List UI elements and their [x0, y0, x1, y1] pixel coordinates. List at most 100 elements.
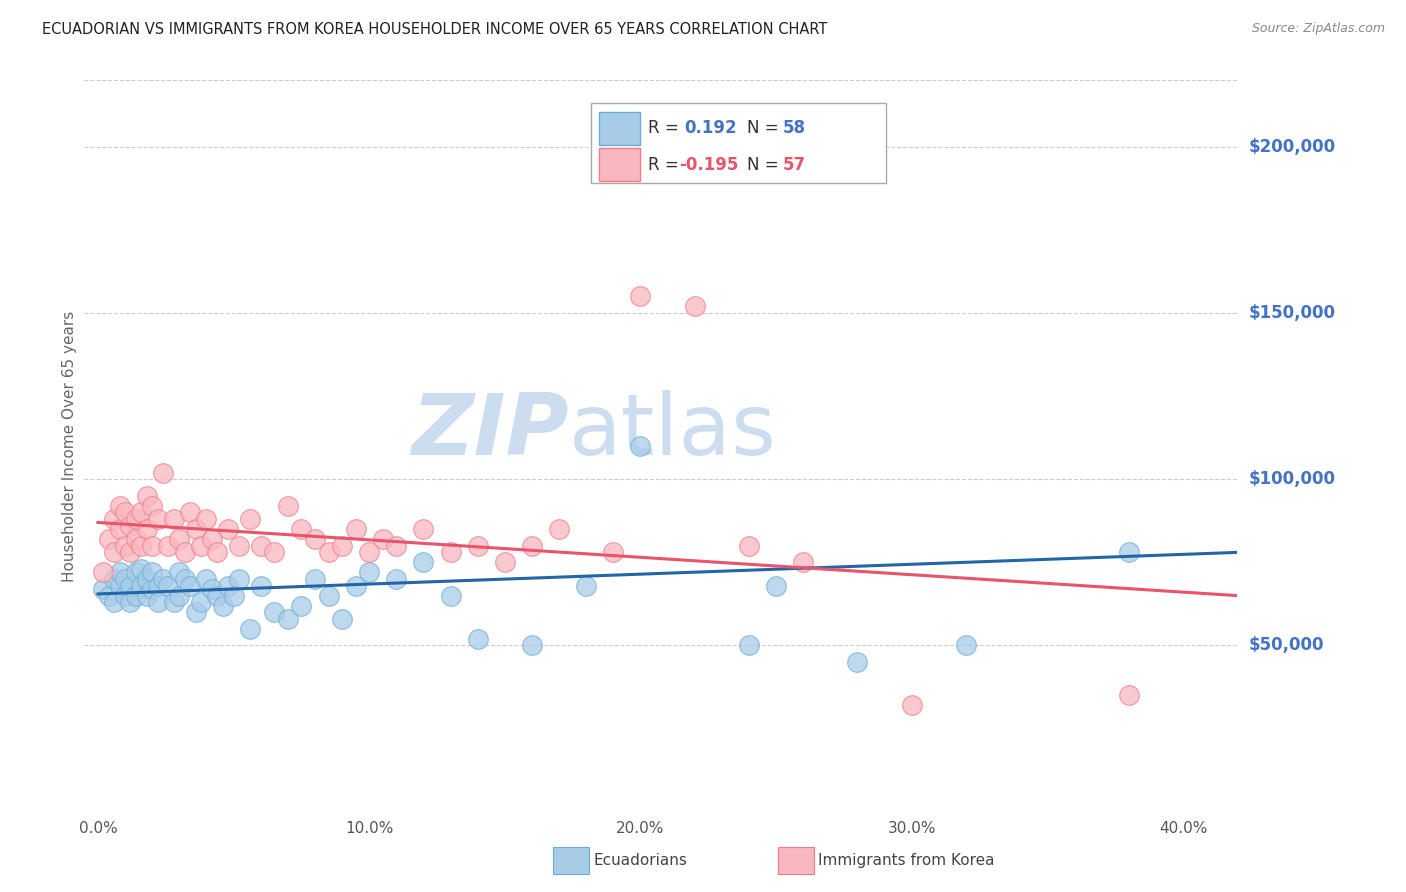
Point	[412, 555, 434, 569]
Point	[141, 582, 163, 596]
Point	[630, 289, 652, 303]
Point	[412, 522, 434, 536]
Text: ZIP: ZIP	[411, 390, 568, 473]
Point	[201, 582, 224, 596]
Point	[157, 539, 180, 553]
Point	[120, 545, 142, 559]
Point	[239, 622, 262, 636]
Point	[467, 632, 489, 646]
Point	[125, 512, 148, 526]
Point	[195, 512, 218, 526]
Point	[263, 545, 285, 559]
Point	[146, 595, 169, 609]
Point	[141, 566, 163, 580]
Point	[141, 539, 163, 553]
Point	[108, 522, 131, 536]
Text: ECUADORIAN VS IMMIGRANTS FROM KOREA HOUSEHOLDER INCOME OVER 65 YEARS CORRELATION: ECUADORIAN VS IMMIGRANTS FROM KOREA HOUS…	[42, 22, 828, 37]
Text: N =: N =	[747, 119, 783, 137]
Text: Immigrants from Korea: Immigrants from Korea	[818, 854, 995, 868]
Point	[131, 506, 153, 520]
Point	[359, 566, 381, 580]
Point	[239, 512, 262, 526]
Point	[114, 589, 136, 603]
Point	[602, 545, 624, 559]
Point	[120, 518, 142, 533]
Point	[1118, 689, 1140, 703]
Point	[169, 532, 191, 546]
Point	[152, 466, 174, 480]
Point	[201, 532, 224, 546]
Point	[135, 522, 157, 536]
Point	[217, 579, 239, 593]
Point	[131, 539, 153, 553]
Point	[846, 655, 869, 669]
Point	[222, 589, 245, 603]
Text: N =: N =	[747, 155, 783, 174]
Point	[520, 639, 543, 653]
Point	[1118, 545, 1140, 559]
Point	[103, 572, 125, 586]
Point	[318, 545, 340, 559]
Point	[683, 299, 706, 313]
Text: -0.195: -0.195	[679, 155, 738, 174]
Point	[765, 579, 787, 593]
Point	[330, 539, 353, 553]
Point	[108, 566, 131, 580]
Point	[114, 506, 136, 520]
Point	[135, 589, 157, 603]
Point	[277, 612, 299, 626]
Point	[900, 698, 922, 713]
Point	[359, 545, 381, 559]
Point	[146, 579, 169, 593]
Point	[146, 512, 169, 526]
Point	[263, 605, 285, 619]
Point	[228, 572, 250, 586]
Point	[152, 572, 174, 586]
Point	[169, 566, 191, 580]
Text: R =: R =	[648, 119, 689, 137]
Text: Source: ZipAtlas.com: Source: ZipAtlas.com	[1251, 22, 1385, 36]
Text: 0.192: 0.192	[685, 119, 737, 137]
Point	[184, 522, 207, 536]
Point	[97, 589, 120, 603]
Text: $100,000: $100,000	[1249, 470, 1336, 488]
Text: $50,000: $50,000	[1249, 637, 1324, 655]
Point	[738, 639, 761, 653]
Text: 57: 57	[783, 155, 806, 174]
Point	[163, 512, 186, 526]
Point	[103, 545, 125, 559]
Point	[630, 439, 652, 453]
Point	[371, 532, 394, 546]
Point	[108, 579, 131, 593]
Point	[108, 499, 131, 513]
Point	[520, 539, 543, 553]
Point	[120, 579, 142, 593]
Point	[93, 566, 115, 580]
Point	[228, 539, 250, 553]
Point	[467, 539, 489, 553]
Point	[114, 539, 136, 553]
Point	[344, 579, 367, 593]
Y-axis label: Householder Income Over 65 years: Householder Income Over 65 years	[62, 310, 77, 582]
Point	[207, 589, 229, 603]
Point	[184, 605, 207, 619]
Point	[439, 589, 461, 603]
Point	[179, 506, 201, 520]
Point	[195, 572, 218, 586]
Point	[330, 612, 353, 626]
Point	[97, 532, 120, 546]
Point	[290, 599, 312, 613]
Point	[131, 562, 153, 576]
Point	[125, 589, 148, 603]
Point	[131, 579, 153, 593]
Point	[135, 572, 157, 586]
Point	[179, 579, 201, 593]
Point	[211, 599, 233, 613]
Point	[114, 572, 136, 586]
Point	[163, 595, 186, 609]
Point	[385, 572, 408, 586]
Point	[277, 499, 299, 513]
Point	[125, 566, 148, 580]
Point	[93, 582, 115, 596]
Point	[385, 539, 408, 553]
